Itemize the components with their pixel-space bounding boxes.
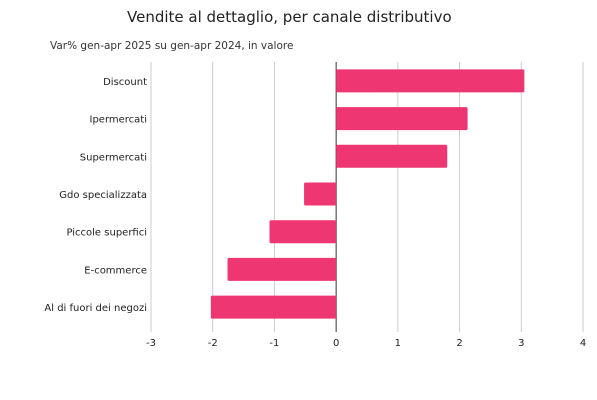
bar-gdo-specializzata	[304, 182, 337, 206]
category-label: Ipermercati	[90, 115, 148, 126]
x-tick-label: 3	[518, 338, 524, 349]
gridlines	[150, 62, 584, 332]
category-label: Al di fuori dei negozi	[44, 303, 147, 314]
category-label: Gdo specializzata	[59, 190, 147, 201]
bar-discount	[336, 69, 525, 93]
x-tick-label: 2	[456, 338, 462, 349]
category-labels: Discount Ipermercati Supermercati Gdo speci…	[44, 77, 147, 314]
bar-piccole-superfici	[269, 220, 337, 244]
category-label: E-commerce	[84, 265, 147, 276]
x-axis: -3 -2 -1 0 1 2 3 4	[146, 338, 586, 349]
x-tick-label: 1	[395, 338, 401, 349]
x-tick-label: 0	[333, 338, 339, 349]
category-label: Discount	[103, 77, 147, 88]
bar-ipermercati	[336, 107, 468, 131]
chart-title: Vendite al dettaglio, per canale distrib…	[127, 8, 452, 26]
x-tick-label: -2	[208, 338, 218, 349]
bar-e-commerce	[227, 257, 337, 281]
bar-al-di-fuori-dei-negozi	[210, 295, 337, 319]
category-label: Supermercati	[80, 152, 147, 163]
chart-subtitle: Var% gen-apr 2025 su gen-apr 2024, in va…	[50, 40, 294, 52]
x-tick-label: -1	[269, 338, 279, 349]
x-tick-label: -3	[146, 338, 156, 349]
bar-supermercati	[336, 144, 448, 168]
category-label: Piccole superfici	[66, 228, 147, 239]
bars	[210, 69, 525, 319]
x-tick-label: 4	[580, 338, 586, 349]
